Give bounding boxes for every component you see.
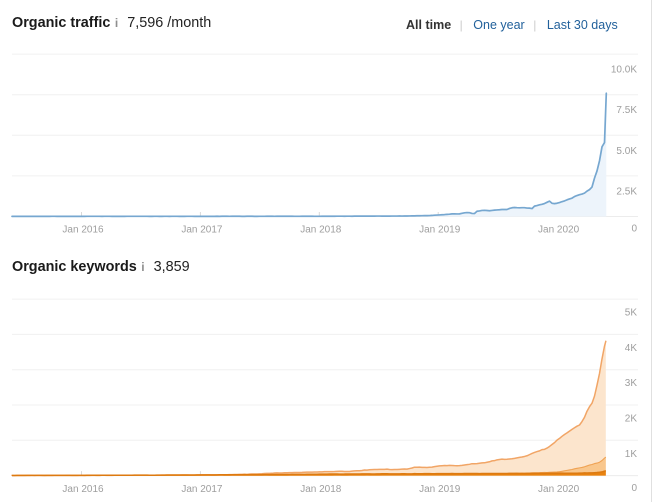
svg-text:Jan 2017: Jan 2017 [181,484,223,495]
svg-text:2.5K: 2.5K [616,186,637,197]
svg-text:3K: 3K [625,378,638,389]
svg-text:Jan 2020: Jan 2020 [538,225,580,236]
svg-text:0: 0 [631,224,637,235]
svg-text:5K: 5K [625,308,638,319]
svg-text:Jan 2016: Jan 2016 [62,225,104,236]
svg-text:Jan 2017: Jan 2017 [181,225,223,236]
svg-text:Jan 2018: Jan 2018 [300,484,342,495]
svg-text:0: 0 [631,483,637,494]
svg-text:Jan 2018: Jan 2018 [300,225,342,236]
svg-text:10.0K: 10.0K [611,65,637,76]
svg-text:2K: 2K [625,414,638,425]
svg-text:Jan 2016: Jan 2016 [62,484,104,495]
svg-text:5.0K: 5.0K [616,146,637,157]
svg-text:Jan 2019: Jan 2019 [419,484,461,495]
svg-text:4K: 4K [625,343,638,354]
svg-text:7.5K: 7.5K [616,105,637,116]
svg-text:1K: 1K [625,449,638,460]
svg-text:Jan 2020: Jan 2020 [538,484,580,495]
svg-text:Jan 2019: Jan 2019 [419,225,461,236]
